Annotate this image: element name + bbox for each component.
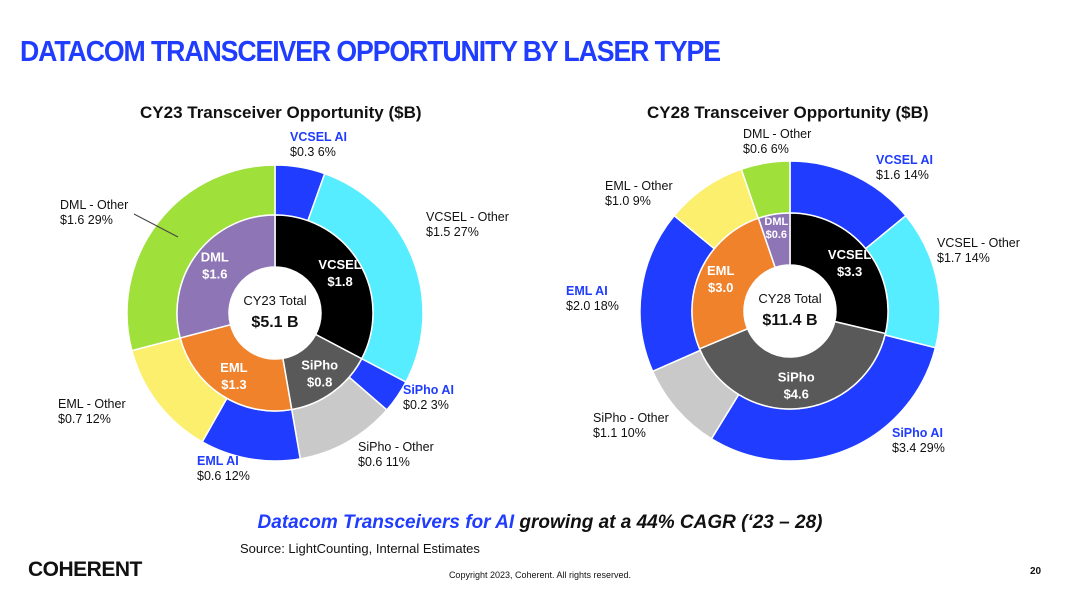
cy23-center-value: $5.1 B — [251, 314, 298, 331]
cy23-outer-value-vcsel-other: $1.5 27% — [426, 225, 479, 239]
cy23-outer-value-vcsel-ai: $0.3 6% — [290, 145, 336, 159]
cy23-outer-value-eml-ai: $0.6 12% — [197, 469, 250, 483]
cy28-inner-slice-siph — [698, 320, 887, 410]
cy23-inner-slice-vcsel — [274, 214, 374, 360]
copyright-note: Copyright 2023, Coherent. All rights res… — [448, 570, 632, 580]
cy28-outer-label-vcsel-ai: VCSEL AI — [876, 153, 933, 167]
slide-title: DATACOM TRANSCEIVER OPPORTUNITY BY LASER… — [20, 36, 721, 68]
cy23-outer-value-eml-other: $0.7 12% — [58, 412, 111, 426]
cy28-outer-label-vcsel-other: VCSEL - Other — [937, 236, 1020, 250]
cy23-inner-label-dml: DML — [201, 250, 229, 265]
cy23-outer-label-vcsel-other: VCSEL - Other — [426, 210, 509, 224]
cy23-donut — [126, 164, 424, 462]
cy28-chart-title: CY28 Transceiver Opportunity ($B) — [647, 103, 929, 122]
cy23-chart-title: CY23 Transceiver Opportunity ($B) — [140, 103, 422, 122]
cy28-outer-value-eml-ai: $2.0 18% — [566, 299, 619, 313]
cy28-outer-label-eml-ai: EML AI — [566, 284, 608, 298]
cy28-inner-value-eml: $3.0 — [708, 280, 733, 295]
cy28-inner-slice-dml — [757, 212, 791, 269]
cy28-outer-label-dml-other: DML - Other — [743, 127, 811, 141]
cy23-outer-value-siph-ai: $0.2 3% — [403, 398, 449, 412]
cy28-outer-label-siph-other: SiPho - Other — [593, 411, 669, 425]
cy28-outer-label-eml-other: EML - Other — [605, 179, 673, 193]
cy23-inner-slice-eml — [179, 323, 293, 412]
cy28-outer-value-siph-other: $1.1 10% — [593, 426, 646, 440]
cy23-outer-label-siph-ai: SiPho AI — [403, 383, 454, 397]
page-number: 20 — [1030, 566, 1042, 577]
cy28-inner-value-vcsel: $3.3 — [837, 264, 862, 279]
cy28-inner-label-siph: SiPho — [778, 370, 815, 385]
cy23-inner-value-dml: $1.6 — [202, 267, 227, 282]
cy28-outer-value-siph-ai: $3.4 29% — [892, 441, 945, 455]
cy28-inner-slice-vcsel — [789, 212, 889, 335]
cy28-inner-slice-eml — [691, 217, 777, 350]
cy28-center-label: CY28 Total — [758, 291, 821, 306]
cy23-leader-line — [133, 213, 179, 238]
cy23-outer-label-dml-other: DML - Other — [60, 198, 128, 212]
cy28-inner-label-eml: EML — [707, 263, 735, 278]
cy23-inner-value-vcsel: $1.8 — [327, 274, 352, 289]
cy28-inner-label-vcsel: VCSEL — [828, 247, 871, 262]
cy23-outer-label-eml-ai: EML AI — [197, 454, 239, 468]
cy28-outer-value-eml-other: $1.0 9% — [605, 194, 651, 208]
tagline-rest: growing at a 44% CAGR (‘23 – 28) — [514, 512, 823, 533]
tagline-highlight: Datacom Transceivers for AI — [257, 512, 515, 533]
cy28-donut — [639, 160, 941, 462]
cy28-outer-label-siph-ai: SiPho AI — [892, 426, 943, 440]
cy23-inner-label-vcsel: VCSEL — [318, 257, 361, 272]
cy28-outer-value-dml-other: $0.6 6% — [743, 142, 789, 156]
cy23-outer-value-siph-other: $0.6 11% — [358, 455, 410, 469]
cy23-inner-label-eml: EML — [220, 360, 248, 375]
cy23-inner-value-siph: $0.8 — [307, 374, 332, 389]
coherent-logo: COHERENT — [28, 558, 142, 581]
cy23-outer-label-eml-other: EML - Other — [58, 397, 126, 411]
cy28-inner-value-siph: $4.6 — [784, 387, 809, 402]
cy23-outer-value-dml-other: $1.6 29% — [60, 213, 113, 227]
cy28-outer-value-vcsel-other: $1.7 14% — [937, 251, 990, 265]
cy28-outer-value-vcsel-ai: $1.6 14% — [876, 168, 929, 182]
cy23-inner-slice-dml — [176, 214, 276, 339]
cy28-inner-label-dml: DML — [764, 216, 788, 228]
cy23-inner-value-eml: $1.3 — [221, 377, 246, 392]
tagline: Datacom Transceivers for AI growing at a… — [0, 512, 1080, 534]
cy28-center-value: $11.4 B — [762, 312, 817, 329]
cy23-inner-label-siph: SiPho — [301, 357, 338, 372]
cy23-outer-label-vcsel-ai: VCSEL AI — [290, 130, 347, 144]
cy23-outer-label-siph-other: SiPho - Other — [358, 440, 434, 454]
source-note: Source: LightCounting, Internal Estimate… — [240, 541, 480, 556]
cy28-inner-value-dml: $0.6 — [766, 229, 787, 241]
cy23-center-label: CY23 Total — [243, 293, 306, 308]
